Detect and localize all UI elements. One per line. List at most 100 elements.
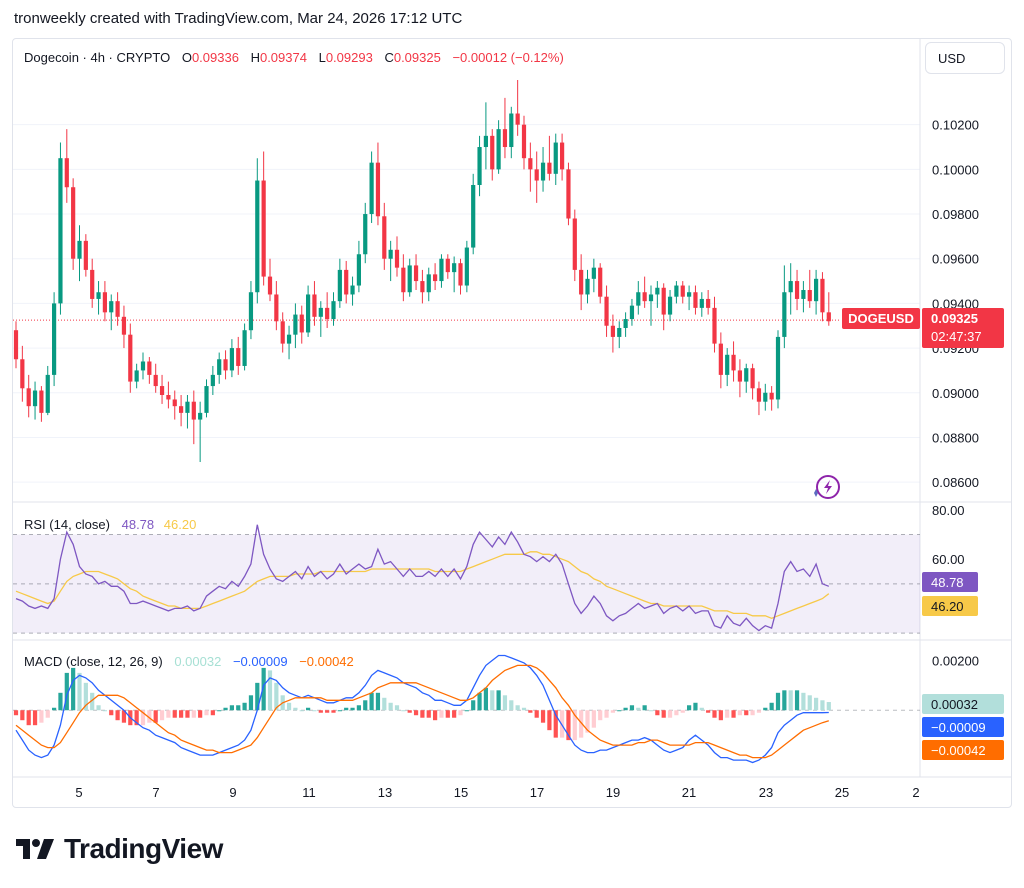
macd-line-tag-bg (922, 717, 1004, 737)
lightning-icon[interactable] (814, 475, 840, 499)
macd-histogram-bar (13, 710, 19, 716)
macd-histogram-bar (388, 702, 393, 711)
time-tick-label: 5 (75, 785, 82, 800)
candle-body (210, 374, 215, 387)
macd-histogram-bar (413, 710, 419, 716)
macd-histogram-bar (394, 705, 400, 711)
candle-body (217, 359, 222, 375)
rsi-line (15, 524, 830, 632)
macd-histogram-bar (420, 710, 425, 718)
candle-body (617, 327, 622, 337)
candle-body (325, 307, 330, 320)
candle-body (32, 390, 38, 407)
macd-legend: MACD (close, 12, 26, 9) 0.00032 −0.00009… (24, 654, 354, 669)
price-tick-label: 0.09600 (932, 252, 979, 267)
candle-body (115, 301, 120, 317)
candle-body (502, 129, 508, 148)
macd-histogram-bar (636, 707, 641, 711)
macd-hist-tag: 0.00032 (931, 697, 978, 712)
rsi-ma-tag-bg (922, 596, 978, 616)
candle-body (598, 267, 603, 297)
macd-histogram-bar (52, 707, 57, 711)
legend-c-label: C (384, 50, 393, 65)
candle-body (255, 180, 260, 293)
macd-histogram-bar (617, 710, 622, 712)
macd-histogram-bar (515, 705, 520, 711)
legend-close: 0.09325 (394, 50, 441, 65)
candle-body (750, 368, 755, 389)
macd-histogram-bar (598, 710, 603, 721)
candle-body (547, 162, 552, 174)
rsi-value-tag: 48.78 (931, 575, 964, 590)
macd-histogram-bar (77, 672, 82, 711)
candle-body (744, 368, 749, 382)
macd-signal-tag-bg (922, 740, 1004, 760)
candle-body (280, 321, 285, 344)
macd-histogram-bar (814, 697, 819, 711)
candle-body (159, 386, 165, 395)
time-tick-label: 13 (378, 785, 392, 800)
macd-histogram-bar (109, 710, 114, 716)
candle-body (242, 330, 247, 366)
candle-body (420, 281, 425, 293)
candle-body (566, 169, 571, 219)
price-tag-symbol: DOGEUSD (848, 311, 914, 326)
candle-body (83, 240, 88, 270)
main-legend: Dogecoin · 4h · CRYPTO O0.09336 H0.09374… (24, 50, 564, 65)
macd-histogram-bar (32, 710, 38, 726)
candle-body (71, 187, 76, 259)
candle-body (490, 135, 495, 170)
macd-histogram-bar (382, 697, 387, 711)
price-tag-price: 0.09325 (931, 311, 978, 326)
candle-body (90, 269, 95, 299)
macd-histogram-bar (775, 692, 781, 711)
rsi-tags: 48.78 46.20 (922, 572, 978, 616)
rsi-tick-label: 60.00 (932, 552, 965, 567)
macd-hist-tag-bg (922, 694, 1004, 714)
legend-symbol: Dogecoin · 4h · CRYPTO (24, 50, 170, 65)
candle-body (629, 305, 635, 320)
macd-histogram-bar (204, 710, 209, 716)
legend-open: 0.09336 (192, 50, 239, 65)
macd-histogram-bar (153, 710, 158, 723)
time-tick-label: 7 (152, 785, 159, 800)
macd-histogram-bar (820, 700, 825, 711)
macd-histogram-bar (299, 710, 304, 712)
candle-body (248, 292, 254, 331)
macd-histogram-bar (445, 710, 450, 718)
macd-histogram-bar (579, 710, 584, 738)
macd-legend-label: MACD (close, 12, 26, 9) (24, 654, 163, 669)
candle-body (483, 135, 488, 148)
currency-button[interactable]: USD (925, 42, 1005, 74)
candle-body (166, 395, 171, 400)
macd-histogram-bar (496, 690, 501, 711)
candle-body (763, 392, 768, 402)
time-tick-label: 23 (759, 785, 773, 800)
candle-body (528, 158, 533, 170)
macd-histogram-bar (71, 667, 76, 711)
candle-body (814, 278, 819, 302)
time-axis: 5 7 9 11 13 15 17 19 21 23 25 2 (75, 785, 919, 800)
candle-body (693, 292, 698, 308)
macd-histogram-bar (426, 710, 431, 718)
tradingview-logo-icon (16, 839, 54, 859)
candle-body (185, 401, 190, 413)
candle-body (147, 361, 152, 375)
candle-body (407, 265, 412, 293)
candle-body (560, 142, 565, 170)
candle-body (642, 292, 647, 302)
macd-histogram-bar (718, 710, 723, 721)
macd-histogram-bar (58, 692, 63, 711)
candle-body (655, 287, 660, 295)
macd-histogram-bar (794, 690, 800, 711)
candle-body (140, 361, 146, 371)
candle-body (718, 343, 723, 375)
candle-body (775, 336, 781, 400)
candle-body (623, 319, 628, 328)
candle-body (369, 162, 374, 215)
legend-change: −0.00012 (−0.12%) (452, 50, 563, 65)
candle-body (699, 298, 704, 308)
candle-body (274, 294, 279, 322)
macd-histogram-bar (661, 710, 666, 718)
macd-histogram-bar (623, 707, 628, 711)
